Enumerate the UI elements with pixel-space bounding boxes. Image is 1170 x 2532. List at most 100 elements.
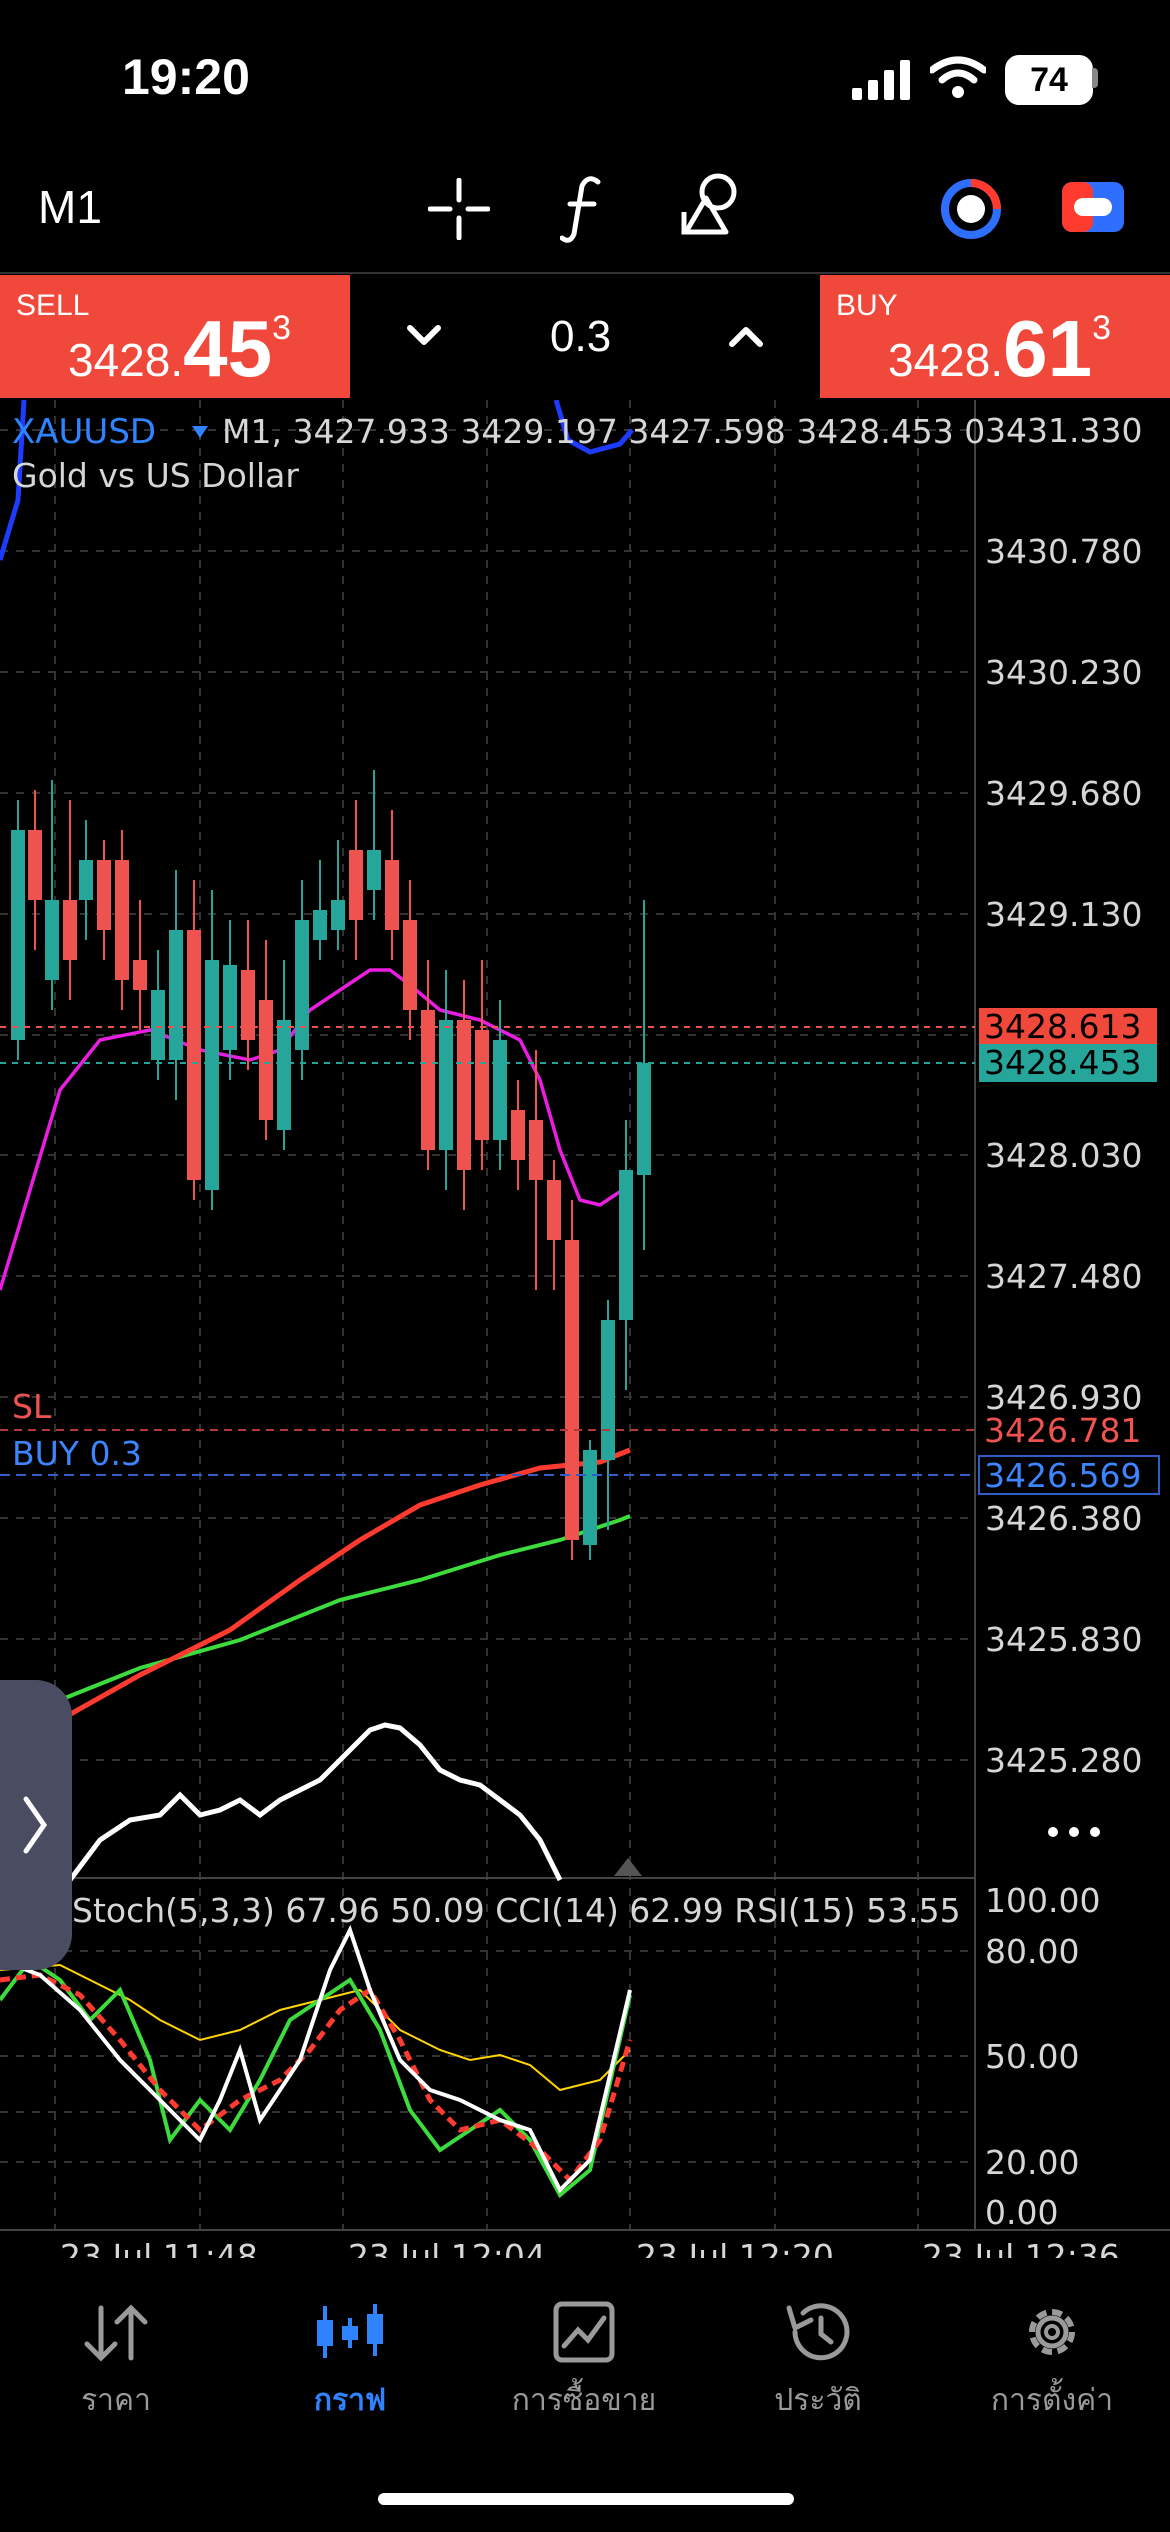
candle-body — [439, 1020, 453, 1150]
position-price-tag — [978, 1455, 1160, 1495]
trade-toggle-icon[interactable] — [1062, 182, 1124, 232]
nav-trade-label: การซื้อขาย — [511, 2384, 657, 2417]
candle-body — [313, 910, 327, 940]
status-time: 19:20 — [122, 49, 250, 105]
candle-body — [151, 990, 165, 1060]
stoch-main-line — [0, 1957, 632, 2199]
sub-axis-label: 20.00 — [985, 2143, 1079, 2182]
cci-line-main — [68, 1722, 563, 1882]
ask-price-tag — [979, 1008, 1157, 1046]
settings-gear-icon — [1029, 2309, 1075, 2355]
candlesticks — [11, 770, 651, 1560]
cellular-signal-icon — [852, 60, 910, 100]
ma-fast-line — [0, 968, 631, 1291]
symbol-description: Gold vs US Dollar — [12, 456, 299, 495]
home-indicator — [378, 2493, 794, 2505]
lot-decrease-chevron-icon[interactable] — [404, 322, 444, 350]
candle-body — [493, 1040, 507, 1140]
buy-button[interactable]: BUY 3428.613 — [820, 275, 1170, 398]
buy-label: BUY — [836, 289, 898, 322]
symbol-name[interactable]: XAUUSD — [12, 412, 156, 452]
lot-value[interactable]: 0.3 — [550, 312, 612, 361]
price-axis-label: 3426.930 — [985, 1378, 1142, 1417]
sell-label: SELL — [16, 289, 90, 322]
symbol-dropdown-icon[interactable] — [192, 426, 208, 438]
time-axis-label: 23 Jul 12:20 — [636, 2237, 834, 2258]
function-icon[interactable] — [560, 174, 604, 244]
candle-body — [205, 960, 219, 1190]
candle-body — [133, 960, 147, 990]
buy-price: 3428.613 — [888, 303, 1111, 395]
bid-price-text: 3428.453 — [984, 1043, 1141, 1082]
status-bar: 19:20 74 — [0, 0, 1170, 150]
lot-increase-chevron-icon[interactable] — [726, 322, 766, 350]
nav-history-label: ประวัติ — [774, 2384, 862, 2417]
time-axis-label: 23 Jul 12:04 — [348, 2237, 546, 2258]
trade-line-icon — [553, 2301, 615, 2363]
subwindow-resize-handle[interactable] — [614, 1858, 642, 1876]
nav-chart[interactable]: กราฟ — [250, 2300, 450, 2424]
candle-body — [511, 1110, 525, 1160]
sell-price-sup: 3 — [272, 309, 292, 347]
nav-history[interactable]: ประวัติ — [718, 2300, 918, 2424]
ask-price-text: 3428.613 — [984, 1007, 1141, 1046]
ma-top-line — [0, 400, 634, 561]
more-options-icon[interactable] — [1048, 1827, 1100, 1837]
price-axis: 3431.330 3430.780 3430.230 3429.680 3429.130… — [985, 411, 1142, 1780]
price-axis-label: 3425.280 — [985, 1741, 1142, 1780]
price-chart[interactable]: 3428.613 3428.453 3426.781 3426.569 SL B… — [0, 400, 1170, 2258]
sell-price-prefix: 3428. — [68, 334, 184, 386]
candle-body — [11, 830, 25, 1040]
crosshair-icon[interactable] — [428, 178, 490, 240]
candle-body — [63, 900, 77, 960]
quotes-arrows-icon — [84, 2304, 148, 2362]
nav-quotes[interactable]: ราคา — [16, 2300, 216, 2424]
candle-body — [529, 1120, 543, 1180]
candle-body — [187, 930, 201, 1180]
stoch-signal-line — [0, 1972, 633, 2184]
chart-candles-icon — [317, 2304, 383, 2358]
candle-body — [601, 1320, 615, 1460]
candle-body — [331, 900, 345, 930]
candle-body — [565, 1240, 579, 1540]
sub-axis: 100.00 80.00 50.00 20.00 0.00 — [985, 1881, 1100, 2232]
chart-theme-icon[interactable] — [940, 178, 1002, 240]
battery-tip — [1092, 68, 1098, 88]
price-axis-label: 3429.680 — [985, 774, 1142, 813]
candle-body — [475, 1030, 489, 1140]
position-price-text: 3426.569 — [984, 1456, 1141, 1495]
price-axis-label: 3430.780 — [985, 532, 1142, 571]
candle-body — [547, 1180, 561, 1240]
side-panel-handle[interactable] — [0, 1680, 72, 1970]
nav-trade[interactable]: การซื้อขาย — [484, 2300, 684, 2424]
candle-body — [241, 970, 255, 1040]
indicators-label: Stoch(5,3,3) 67.96 50.09 CCI(14) 62.99 R… — [72, 1891, 961, 1930]
bottom-nav — [0, 2270, 1170, 2532]
nav-quotes-label: ราคา — [81, 2384, 151, 2417]
buy-price-prefix: 3428. — [888, 334, 1004, 386]
wifi-icon — [930, 56, 986, 98]
nav-settings-label: การตั้งค่า — [990, 2384, 1114, 2417]
ma-mid-line — [0, 1447, 631, 1763]
battery-level: 74 — [1005, 55, 1093, 105]
candle-body — [169, 930, 183, 1060]
chart-toolbar — [0, 160, 1170, 274]
candle-body — [385, 860, 399, 930]
price-axis-label: 3428.030 — [985, 1136, 1142, 1175]
bid-price-tag — [979, 1044, 1157, 1082]
candle-body — [115, 860, 129, 980]
nav-settings[interactable]: การตั้งค่า — [952, 2300, 1152, 2424]
price-axis-label: 3427.480 — [985, 1257, 1142, 1296]
sub-axis-label: 50.00 — [985, 2037, 1079, 2076]
draw-shapes-icon[interactable] — [680, 172, 740, 238]
sl-label: SL — [12, 1387, 52, 1426]
price-axis-label: 3431.330 — [985, 411, 1142, 450]
timeframe-button[interactable]: M1 — [38, 181, 102, 233]
sl-price-text: 3426.781 — [984, 1411, 1141, 1450]
price-axis-label: 3430.230 — [985, 653, 1142, 692]
position-label: BUY 0.3 — [12, 1434, 142, 1473]
sell-button[interactable]: SELL 3428.453 — [0, 275, 350, 398]
candle-body — [583, 1450, 597, 1545]
time-axis: 23 Jul 11:48 23 Jul 12:04 23 Jul 12:20 23 J… — [60, 2237, 1120, 2258]
sell-price: 3428.453 — [68, 303, 291, 395]
